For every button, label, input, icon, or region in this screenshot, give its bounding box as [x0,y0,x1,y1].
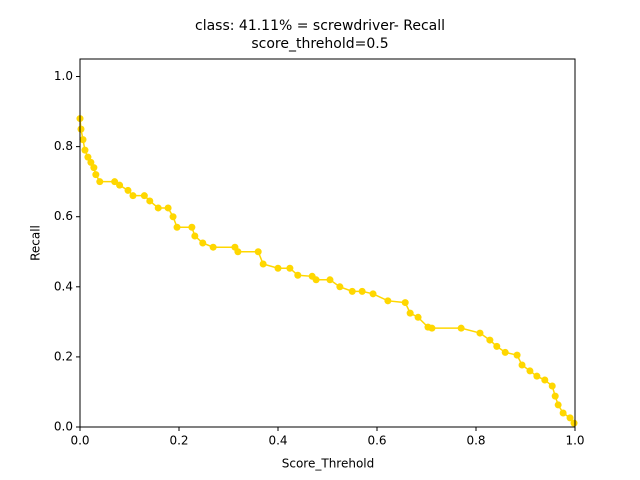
plot-frame [79,58,576,428]
y-tick-label: 0.4 [54,279,73,293]
point [559,409,567,417]
point [570,419,578,427]
point [533,372,541,380]
point [501,348,509,356]
point [140,192,148,200]
y-tick-label: 0.8 [54,139,73,153]
point [90,164,98,172]
point [493,342,501,350]
point [369,290,377,298]
y-tick-label: 0.6 [54,209,73,223]
y-tick-label: 0.2 [54,349,73,363]
point [146,197,154,205]
point [154,204,162,212]
x-tick-label: 0.2 [169,434,188,448]
point [96,178,104,186]
point [551,392,559,400]
point [406,309,414,317]
point [84,153,92,161]
point [486,336,494,344]
point [294,271,302,279]
point [274,264,282,272]
y-axis-label: Recall [29,225,43,261]
point [259,260,267,268]
point [124,186,132,194]
point [414,313,422,321]
point [77,125,85,133]
point [457,324,465,332]
point [92,171,100,179]
line [79,118,575,424]
point [336,283,344,291]
point [188,223,196,231]
point [566,414,574,422]
point [164,204,172,212]
point [348,287,356,295]
point [401,299,409,307]
point [428,324,436,332]
point [116,181,124,189]
point [548,382,556,390]
point [541,376,549,384]
point [526,367,534,375]
point [384,297,392,305]
point [79,136,87,144]
point [234,248,242,256]
x-tick-label: 0.0 [70,434,89,448]
y-tick-label: 0.0 [54,420,73,434]
point [169,213,177,221]
point [81,146,89,154]
x-axis-label: Score_Threhold [282,457,375,471]
point [209,243,217,251]
x-tick-label: 1.0 [565,434,584,448]
x-tick-label: 0.4 [268,434,287,448]
point [111,178,119,186]
y-tick-label: 1.0 [54,69,73,83]
point [254,248,262,256]
x-tick-label: 0.8 [466,434,485,448]
point [358,287,366,295]
point [191,232,199,240]
point [518,361,526,369]
x-tick-label: 0.6 [367,434,386,448]
chart-subtitle: score_threhold=0.5 [251,36,388,52]
chart-title: class: 41.11% = screwdriver- Recall [195,18,445,34]
point [554,401,562,409]
point [87,158,95,166]
point [312,276,320,284]
point [129,192,137,200]
point [173,223,181,231]
point [476,329,484,337]
point [326,276,334,284]
point [286,264,294,272]
point [199,239,207,247]
point [513,351,521,359]
